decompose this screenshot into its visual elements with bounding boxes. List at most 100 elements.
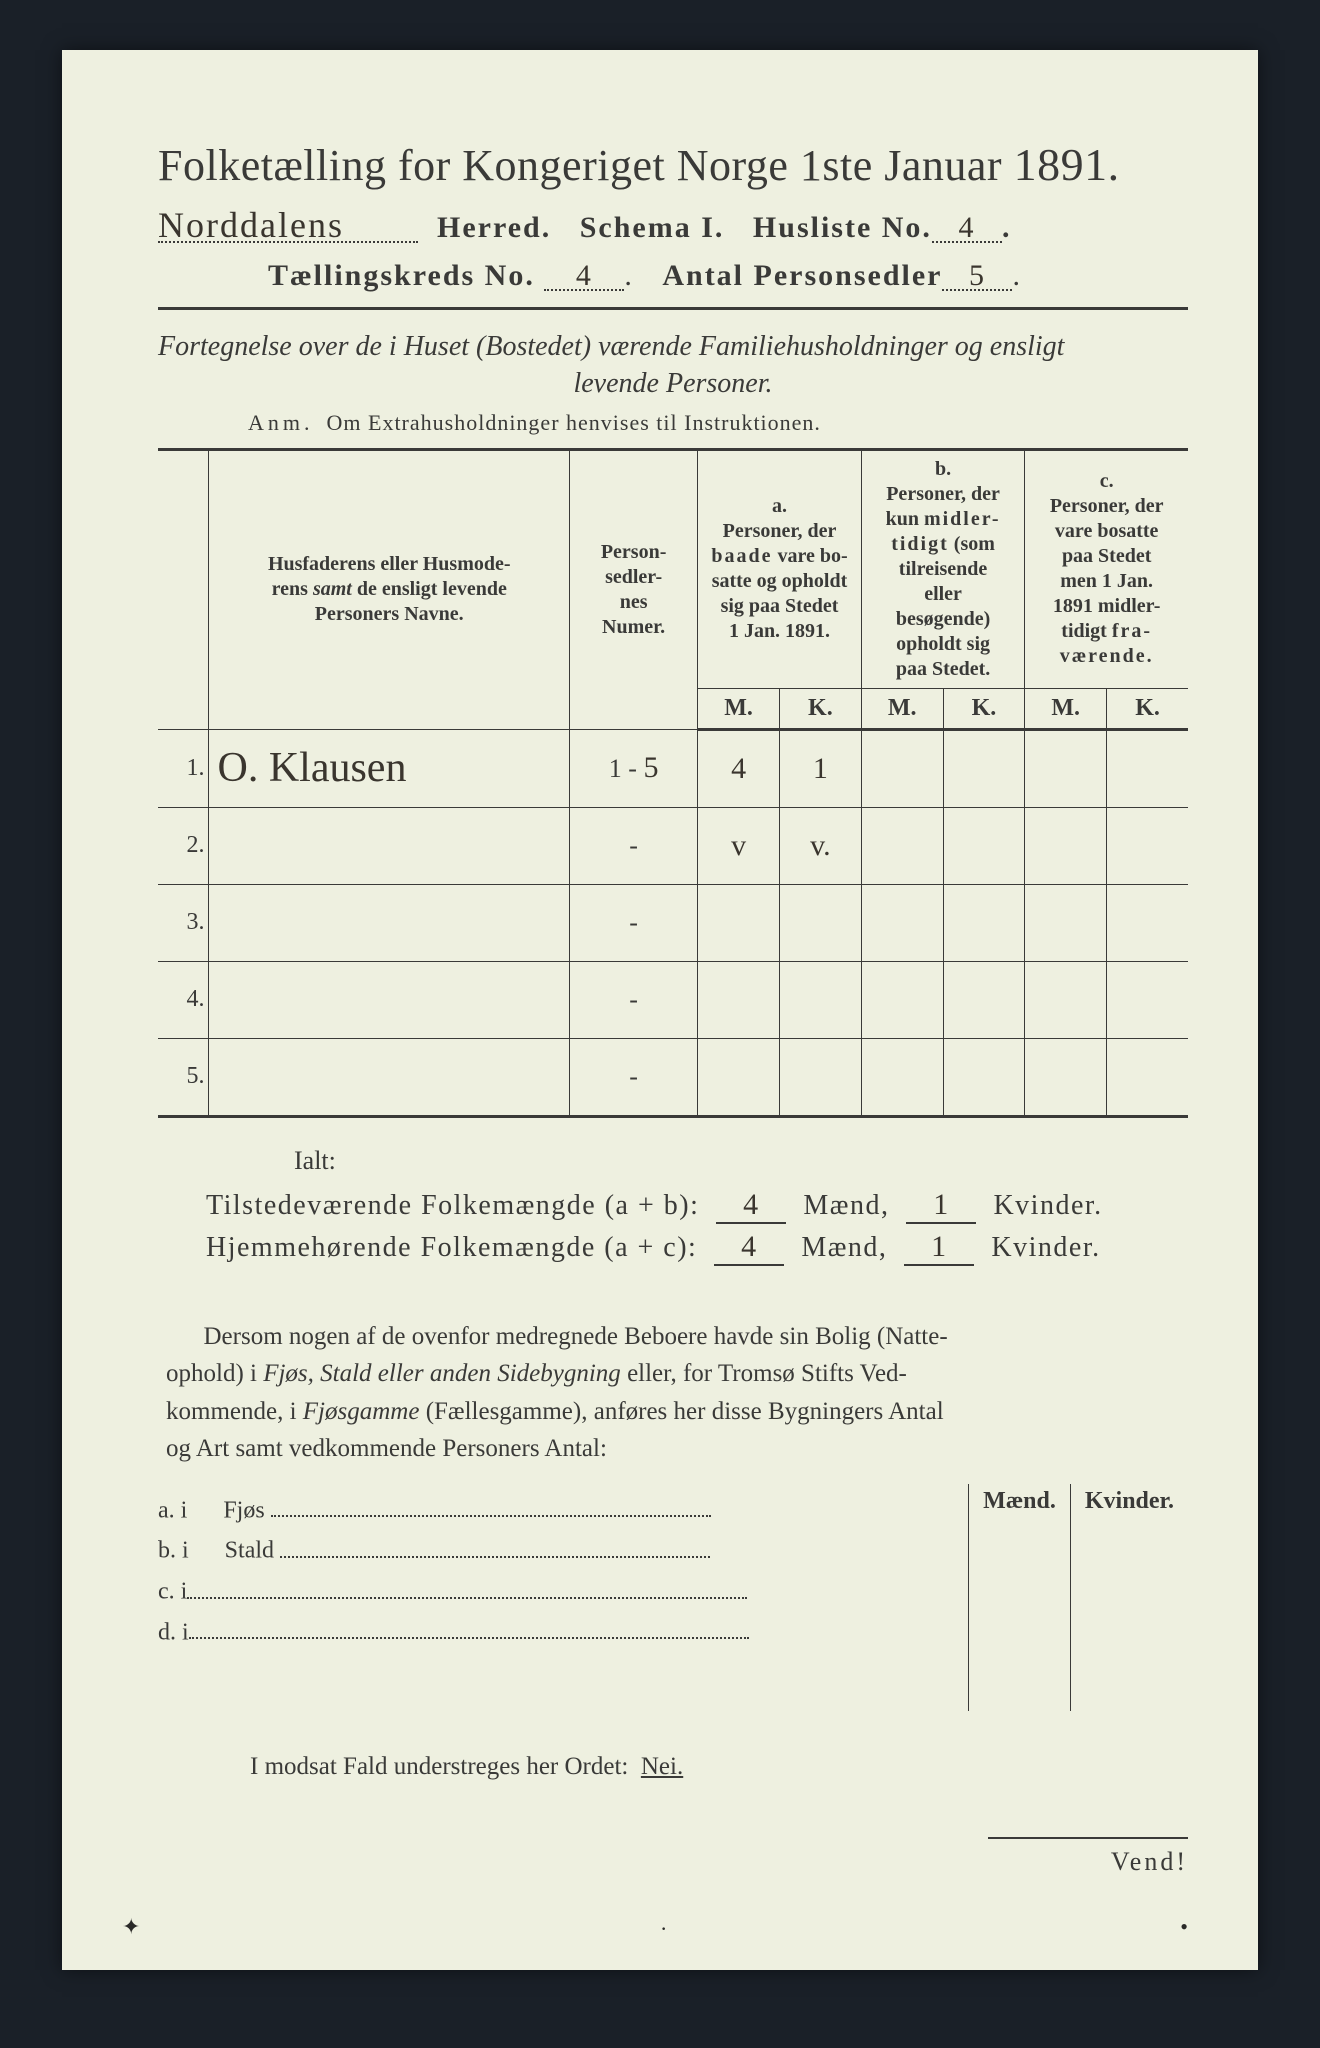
kvinder-label: Kvinder. bbox=[991, 1232, 1100, 1263]
row-c-m bbox=[1025, 961, 1107, 1038]
row-txt: Fjøs bbox=[223, 1497, 264, 1523]
col-a-label: a. bbox=[772, 495, 787, 517]
antal-value: 5 bbox=[969, 262, 986, 289]
outbuilding-list: a. i Fjøs b. i Stald c. i d. i bbox=[158, 1484, 952, 1656]
row-numer: - bbox=[569, 961, 697, 1038]
table-row: 1. O. Klausen 1 - 5 4 1 bbox=[158, 729, 1188, 807]
mk-hdr-k: Kvinder. bbox=[1070, 1484, 1188, 1519]
col-c-m: M. bbox=[1025, 688, 1107, 729]
instructions-paragraph: Dersom nogen af de ovenfor medregnede Be… bbox=[166, 1318, 1180, 1468]
row-name bbox=[209, 961, 570, 1038]
row-b-m bbox=[861, 1038, 943, 1116]
row-a-m bbox=[698, 1038, 780, 1116]
header-line-1: Norddalens Herred. Schema I. Husliste No… bbox=[158, 209, 1188, 245]
census-form: Folketælling for Kongeriget Norge 1ste J… bbox=[62, 50, 1258, 1970]
row-c-m bbox=[1025, 1038, 1107, 1116]
tilstede-label: Tilstedeværende Folkemængde (a + b): bbox=[206, 1190, 699, 1221]
corner-mark-icon: • bbox=[1180, 1914, 1188, 1940]
anm-label: Anm. bbox=[248, 410, 314, 435]
row-num: 3. bbox=[158, 884, 209, 961]
row-a-m bbox=[698, 961, 780, 1038]
page: Folketælling for Kongeriget Norge 1ste J… bbox=[0, 0, 1320, 2048]
row-numer: - bbox=[569, 884, 697, 961]
hjemme-line: Hjemmehørende Folkemængde (a + c): 4 Mæn… bbox=[206, 1230, 1188, 1266]
tilstede-m: 4 bbox=[743, 1188, 760, 1222]
table-row: 2. - v v. bbox=[158, 807, 1188, 884]
row-numer: - bbox=[569, 807, 697, 884]
antal-label: Antal Personsedler bbox=[662, 259, 942, 292]
row-lab: a. i bbox=[158, 1497, 187, 1523]
vend-label: Vend! bbox=[988, 1837, 1188, 1877]
row-b-k bbox=[943, 961, 1025, 1038]
row-c-k bbox=[1107, 884, 1188, 961]
anm-text: Om Extrahusholdninger henvises til Instr… bbox=[327, 410, 821, 435]
row-name: O. Klausen bbox=[217, 744, 406, 792]
table-row: 4. - bbox=[158, 961, 1188, 1038]
ialt-label: Ialt: bbox=[294, 1146, 1188, 1176]
nei-word: Nei. bbox=[641, 1753, 683, 1780]
row-name bbox=[209, 1038, 570, 1116]
schema-label: Schema I. bbox=[580, 211, 725, 244]
col-a-text: Personer, derbaade vare bo-satte og opho… bbox=[711, 520, 847, 642]
row-b-k bbox=[943, 807, 1025, 884]
col-b-k: K. bbox=[943, 688, 1025, 729]
header-line-2: Tællingskreds No. 4. Antal Personsedler5… bbox=[268, 259, 1188, 293]
row-b-m bbox=[861, 884, 943, 961]
row-b-k bbox=[943, 729, 1025, 807]
maend-label: Mænd, bbox=[801, 1232, 887, 1263]
tilstede-k: 1 bbox=[933, 1188, 950, 1222]
col-c-text: Personer, dervare bosattepaa Stedetmen 1… bbox=[1050, 495, 1164, 667]
corner-mark-icon: ✦ bbox=[122, 1914, 140, 1940]
row-c-m bbox=[1025, 807, 1107, 884]
row-b-k bbox=[943, 1038, 1025, 1116]
col-numer: Person-sedler-nesNumer. bbox=[601, 541, 667, 638]
row-a-k: 1 bbox=[813, 752, 828, 786]
col-names: Husfaderens eller Husmode-rens samt de e… bbox=[268, 553, 511, 625]
hjemme-label: Hjemmehørende Folkemængde (a + c): bbox=[206, 1232, 697, 1263]
col-b-label: b. bbox=[935, 458, 951, 480]
anm-note: Anm. Om Extrahusholdninger henvises til … bbox=[248, 410, 1188, 436]
title-year: 1891. bbox=[1014, 139, 1120, 190]
hjemme-m: 4 bbox=[741, 1230, 758, 1264]
row-c-m bbox=[1025, 729, 1107, 807]
col-c-label: c. bbox=[1100, 470, 1114, 492]
modsat-line: I modsat Fald understreges her Ordet: Ne… bbox=[250, 1753, 1188, 1781]
row-num: 1. bbox=[158, 729, 209, 807]
husliste-value: 4 bbox=[958, 214, 975, 241]
tilstede-line: Tilstedeværende Folkemængde (a + b): 4 M… bbox=[206, 1188, 1188, 1224]
table-row: 5. - bbox=[158, 1038, 1188, 1116]
col-a-m: M. bbox=[698, 688, 780, 729]
hjemme-k: 1 bbox=[931, 1230, 948, 1264]
row-a-m bbox=[698, 884, 780, 961]
taellingskreds-label: Tællingskreds No. bbox=[268, 259, 535, 292]
table-row: 3. - bbox=[158, 884, 1188, 961]
row-c-k bbox=[1107, 961, 1188, 1038]
row-b-k bbox=[943, 884, 1025, 961]
outbuilding-row: b. i Stald bbox=[158, 1534, 952, 1565]
title-main: Folketælling for Kongeriget Norge 1ste J… bbox=[158, 141, 1002, 190]
herred-value: Norddalens bbox=[158, 209, 344, 241]
row-c-k bbox=[1107, 807, 1188, 884]
row-a-k bbox=[780, 1038, 862, 1116]
row-numer: - bbox=[569, 1038, 697, 1116]
col-b-text: Personer, derkun midler-tidigt (somtilre… bbox=[886, 483, 1001, 680]
col-b-m: M. bbox=[861, 688, 943, 729]
row-c-m bbox=[1025, 884, 1107, 961]
maend-label: Mænd, bbox=[803, 1190, 889, 1221]
husliste-label: Husliste No. bbox=[753, 211, 932, 244]
form-title: Folketælling for Kongeriget Norge 1ste J… bbox=[158, 138, 1188, 191]
outbuilding-mk-table: Mænd. Kvinder. bbox=[968, 1484, 1188, 1711]
row-c-k bbox=[1107, 729, 1188, 807]
corner-mark-icon: · bbox=[660, 1916, 667, 1942]
row-num: 4. bbox=[158, 961, 209, 1038]
outbuilding-section: a. i Fjøs b. i Stald c. i d. i Mænd. bbox=[158, 1484, 1188, 1711]
row-lab: b. i bbox=[158, 1538, 189, 1564]
census-table: Husfaderens eller Husmode-rens samt de e… bbox=[158, 448, 1188, 1118]
herred-label: Herred. bbox=[437, 211, 551, 244]
outbuilding-row: d. i bbox=[158, 1616, 952, 1647]
modsat-text: I modsat Fald understreges her Ordet: bbox=[250, 1753, 628, 1780]
outbuilding-row: c. i bbox=[158, 1575, 952, 1606]
row-lab: c. i bbox=[158, 1579, 187, 1605]
row-name bbox=[209, 884, 570, 961]
row-b-m bbox=[861, 807, 943, 884]
